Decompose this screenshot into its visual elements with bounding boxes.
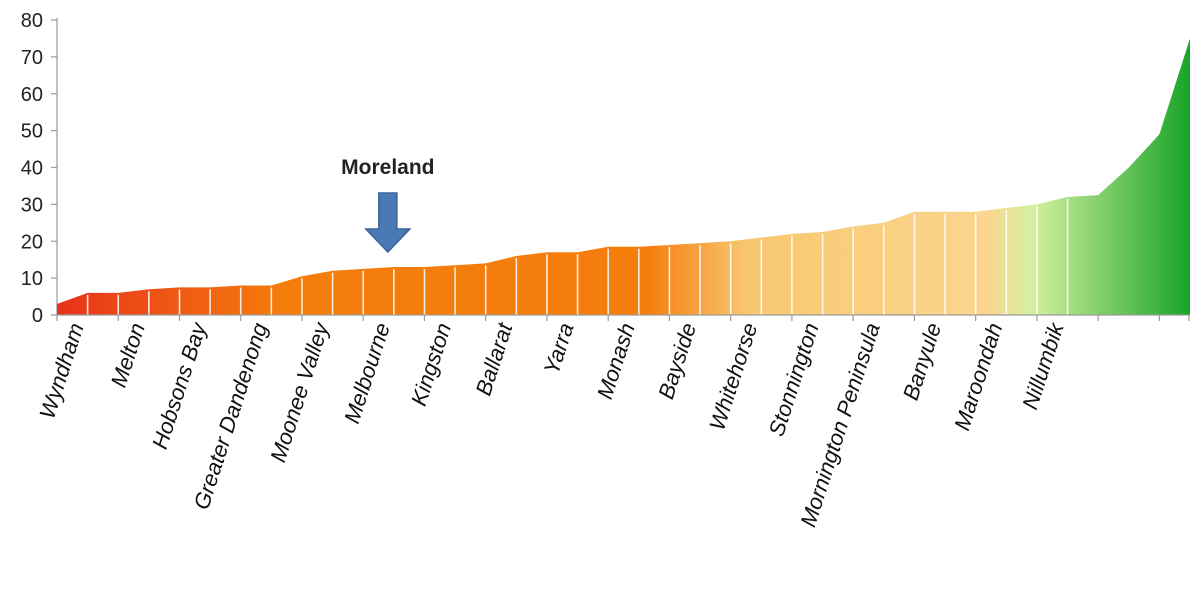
y-tick-label: 10 (21, 268, 43, 290)
x-tick-label: Monash (592, 320, 640, 402)
y-tick-label: 40 (21, 158, 43, 180)
x-tick-label: Hobsons Bay (147, 318, 212, 452)
y-tick-label: 70 (21, 47, 43, 69)
x-tick-label: Bayside (653, 320, 701, 402)
annotation: Moreland (341, 156, 435, 254)
x-tick-label: Melbourne (339, 320, 395, 427)
x-tick-label: Ballarat (471, 319, 518, 399)
annotation-arrow (364, 192, 412, 254)
x-tick-label: Wyndham (34, 320, 88, 422)
x-tick-label: Moonee Valley (265, 318, 334, 465)
x-tick-label: Whitehorse (704, 320, 762, 434)
y-tick-label: 60 (21, 84, 43, 106)
x-tick-label: Stonnington (764, 320, 824, 439)
x-tick-label: Melton (106, 320, 150, 391)
column-separators (86, 199, 1069, 315)
y-axis: 0 10 20 30 40 50 60 70 80 (21, 10, 58, 327)
x-tick-label: Nillumbik (1017, 319, 1069, 413)
annotation-label: Moreland (341, 156, 434, 179)
y-tick-label: 0 (32, 305, 43, 327)
x-tick-label: Maroondah (949, 320, 1007, 434)
y-tick-label: 30 (21, 194, 43, 216)
y-tick-label: 50 (21, 121, 43, 143)
y-tick-label: 20 (21, 231, 43, 253)
x-tick-label: Yarra (539, 320, 579, 377)
x-tick-label: Banyule (898, 320, 946, 403)
area-layer (57, 38, 1190, 315)
x-tick-label: Kingston (406, 320, 456, 409)
area-series (57, 38, 1190, 315)
y-tick-label: 80 (21, 10, 43, 32)
